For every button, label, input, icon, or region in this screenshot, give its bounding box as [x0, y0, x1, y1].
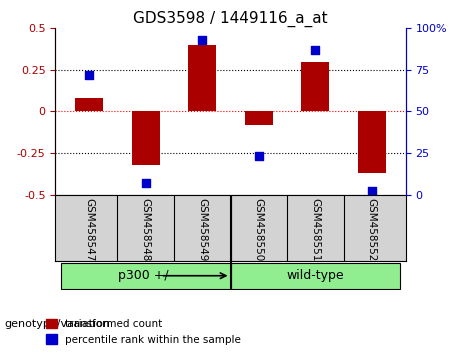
Text: p300 +/-: p300 +/- — [118, 269, 173, 282]
FancyBboxPatch shape — [230, 263, 400, 289]
Point — [255, 154, 262, 159]
Bar — [188, 45, 216, 112]
Legend: transformed count, percentile rank within the sample: transformed count, percentile rank withi… — [42, 315, 245, 349]
Bar — [131, 112, 160, 165]
Point — [86, 72, 93, 78]
Text: genotype/variation: genotype/variation — [5, 319, 111, 329]
Text: GSM458551: GSM458551 — [310, 198, 320, 261]
Point — [199, 37, 206, 43]
Text: GSM458549: GSM458549 — [197, 198, 207, 261]
Title: GDS3598 / 1449116_a_at: GDS3598 / 1449116_a_at — [133, 11, 328, 27]
Text: GSM458552: GSM458552 — [367, 198, 377, 261]
Point — [312, 47, 319, 53]
Bar — [75, 98, 103, 112]
Text: GSM458547: GSM458547 — [84, 198, 94, 261]
Bar — [301, 62, 330, 112]
Point — [368, 188, 375, 194]
FancyBboxPatch shape — [61, 263, 230, 289]
Point — [142, 180, 149, 186]
Text: wild-type: wild-type — [286, 269, 344, 282]
Text: GSM458550: GSM458550 — [254, 198, 264, 261]
Bar — [245, 112, 273, 125]
Bar — [358, 112, 386, 173]
Text: GSM458548: GSM458548 — [141, 198, 151, 261]
